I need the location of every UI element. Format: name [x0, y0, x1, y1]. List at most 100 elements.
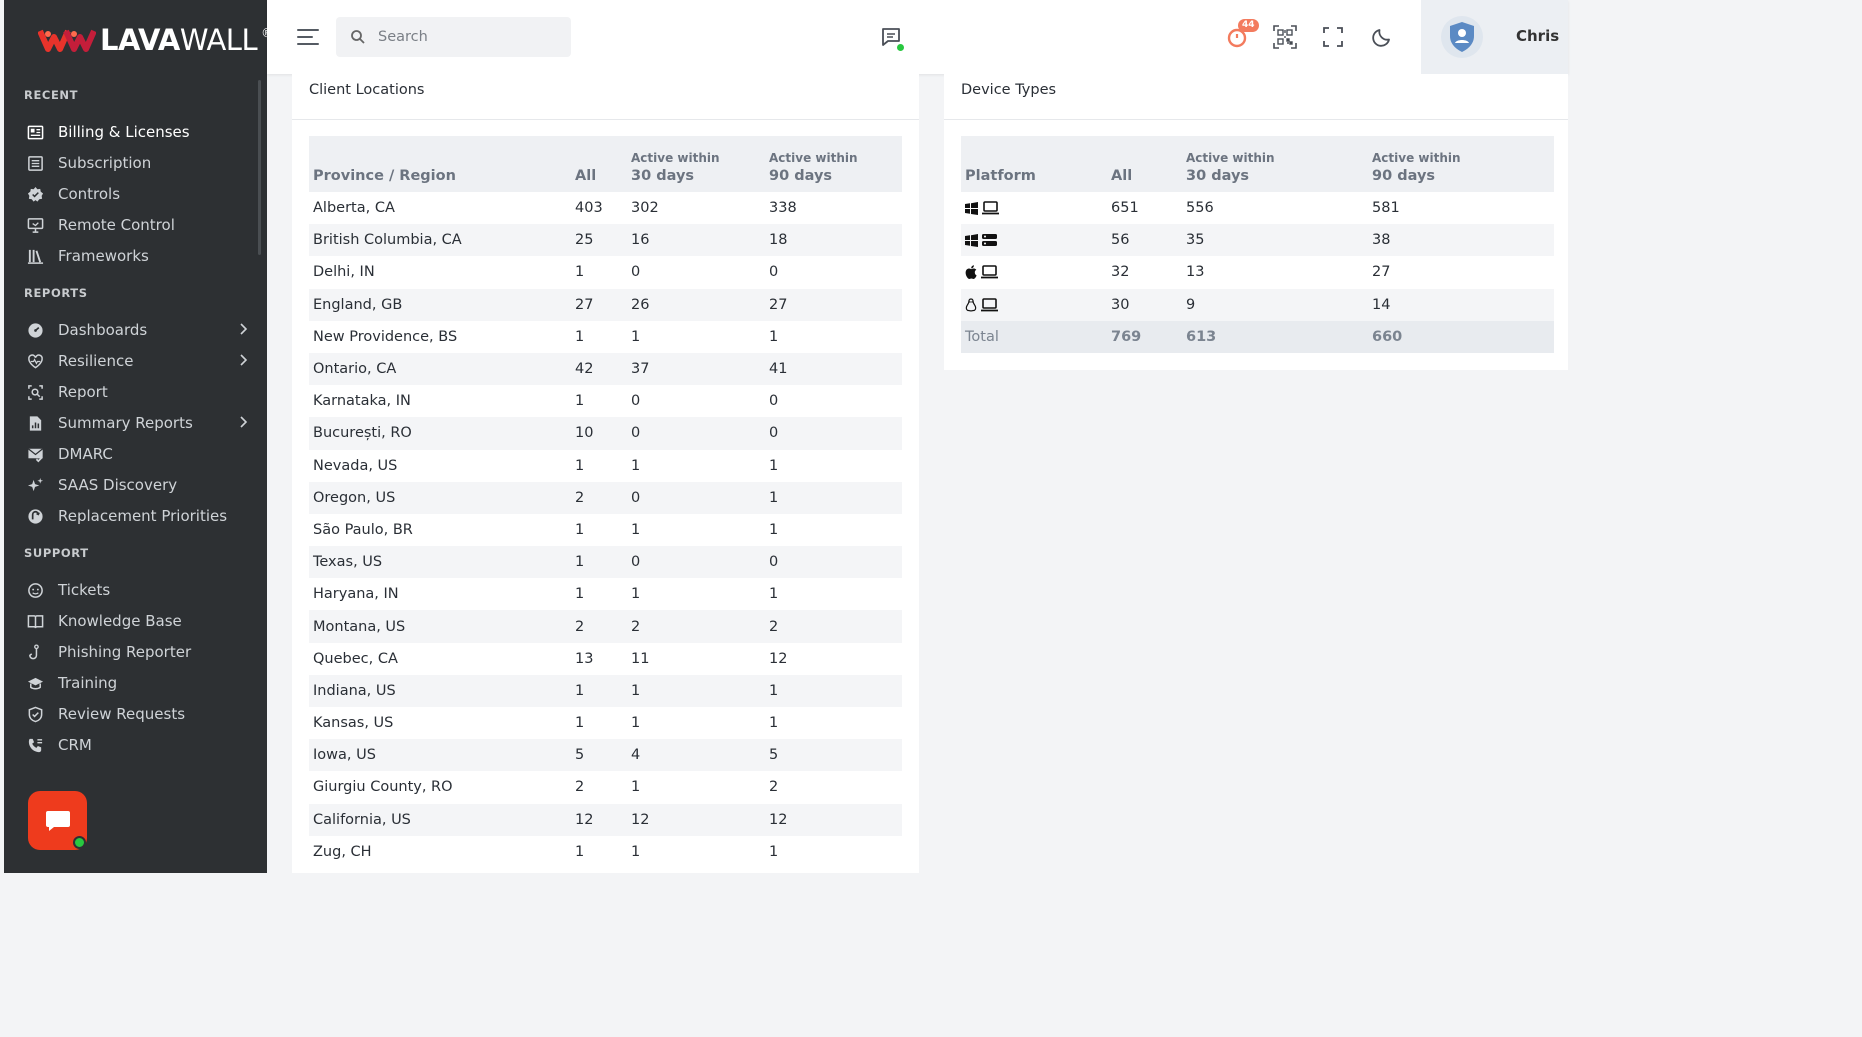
active-90-count: 27 [765, 288, 902, 321]
column-header-active-30[interactable]: Active within 30 days [627, 136, 765, 192]
active-30-count: 16 [627, 224, 765, 257]
active-30-count: 0 [631, 264, 641, 281]
linux-icon [965, 298, 977, 312]
message-icon [882, 28, 900, 46]
phone-book-icon [26, 736, 44, 754]
sidebar-item-label: Controls [58, 185, 121, 203]
sidebar-item-label: Review Requests [58, 705, 186, 723]
card-title: Device Types [961, 82, 1057, 98]
sidebar-item-controls[interactable]: Controls [26, 180, 251, 208]
search-input[interactable] [376, 28, 560, 46]
column-header-active-30[interactable]: Active within 30 days [1182, 136, 1368, 192]
menu-toggle-icon[interactable] [296, 27, 320, 47]
total-active-90-count: 660 [1368, 320, 1554, 353]
apple-icon [965, 265, 977, 280]
dark-mode-toggle[interactable] [1369, 24, 1395, 50]
region-name: București, RO [309, 417, 571, 450]
active-90-count: 38 [1368, 224, 1554, 257]
dashboard-icon [26, 321, 44, 339]
all-count: 1 [575, 715, 585, 732]
column-header-active-90[interactable]: Active within 90 days [765, 136, 902, 192]
all-count: 27 [571, 288, 627, 321]
active-90-count: 1 [765, 674, 902, 707]
active-90-count: 1 [769, 715, 779, 732]
divider [292, 119, 919, 120]
column-header-all[interactable]: All [1107, 136, 1182, 192]
sidebar-item-knowledge-base[interactable]: Knowledge Base [26, 607, 251, 635]
table-row: Alberta, CA 403 302 338 [309, 192, 902, 224]
column-header-platform[interactable]: Platform [961, 136, 1107, 192]
sidebar-item-label: Frameworks [58, 247, 149, 265]
table-row: 651 556 581 [961, 192, 1554, 224]
region-name: Quebec, CA [313, 650, 398, 667]
sidebar-item-replacement-priorities[interactable]: Replacement Priorities [26, 502, 251, 530]
all-count: 1 [571, 546, 627, 579]
sidebar-item-label: CRM [58, 736, 92, 754]
sidebar-item-tickets[interactable]: Tickets [26, 576, 251, 604]
sidebar-item-billing-licenses[interactable]: Billing & Licenses [26, 118, 251, 146]
active-30-count: 4 [627, 739, 765, 772]
column-header-prefix: Active within [1372, 151, 1461, 165]
total-all-count: 769 [1107, 320, 1182, 353]
subscription-icon [26, 154, 44, 172]
sidebar-item-remote-control[interactable]: Remote Control [26, 211, 251, 239]
sidebar-item-frameworks[interactable]: Frameworks [26, 242, 251, 270]
laptop-icon [982, 201, 999, 215]
active-30-count: 1 [631, 779, 641, 796]
sidebar-item-dashboards[interactable]: Dashboards [26, 316, 251, 344]
table-row: Oregon, US 2 0 1 [309, 481, 902, 514]
user-menu[interactable]: Chris [1421, 0, 1568, 74]
brand-logo[interactable]: LAVAWALL ® [38, 20, 273, 60]
sidebar-item-training[interactable]: Training [26, 669, 251, 697]
qr-code-button[interactable] [1272, 24, 1298, 50]
sidebar-item-review-requests[interactable]: Review Requests [26, 700, 251, 728]
sidebar-item-label: Knowledge Base [58, 612, 182, 630]
message-status-dot [897, 44, 904, 51]
table-row: Quebec, CA 13 11 12 [309, 643, 902, 675]
all-count: 1 [571, 674, 627, 707]
active-30-count: 12 [627, 803, 765, 836]
sparkle-icon [26, 476, 44, 494]
live-chat-button[interactable] [28, 791, 87, 850]
sidebar-item-saas-discovery[interactable]: SAAS Discovery [26, 471, 251, 499]
all-count: 5 [571, 739, 627, 772]
sidebar-item-report[interactable]: Report [26, 378, 251, 406]
region-name: Indiana, US [309, 674, 571, 707]
sidebar-scrollbar[interactable] [258, 80, 261, 255]
sidebar-item-resilience[interactable]: Resilience [26, 347, 251, 375]
search-box[interactable] [336, 17, 571, 57]
column-header-period: 90 days [769, 168, 833, 184]
fullscreen-button[interactable] [1320, 24, 1346, 50]
region-name: Giurgiu County, RO [313, 779, 453, 796]
all-count: 1 [575, 457, 585, 474]
active-30-count: 9 [1182, 288, 1368, 321]
all-count: 2 [571, 481, 627, 514]
search-icon [351, 30, 365, 44]
column-header-region[interactable]: Province / Region [309, 136, 571, 192]
all-count: 1 [575, 264, 585, 281]
notifications-button[interactable]: 44 [1224, 19, 1259, 50]
sidebar-item-phishing-reporter[interactable]: Phishing Reporter [26, 638, 251, 666]
summary-report-icon [26, 414, 44, 432]
sidebar-item-label: Report [58, 383, 108, 401]
sidebar-item-summary-reports[interactable]: Summary Reports [26, 409, 251, 437]
sidebar-item-dmarc[interactable]: DMARC [26, 440, 251, 468]
platform-cell [961, 224, 1107, 257]
active-30-count: 0 [627, 546, 765, 579]
billing-icon [26, 123, 44, 141]
graduation-cap-icon [26, 674, 44, 692]
online-status-dot [73, 836, 86, 849]
column-header-active-90[interactable]: Active within 90 days [1368, 136, 1554, 192]
sidebar-item-subscription[interactable]: Subscription [26, 149, 251, 177]
table-row: California, US 12 12 12 [309, 803, 902, 836]
messages-button[interactable] [878, 24, 904, 51]
region-name: England, GB [309, 288, 571, 321]
qr-code-icon [1273, 25, 1297, 49]
active-30-count: 13 [1186, 264, 1205, 281]
all-count: 1 [575, 328, 585, 345]
sidebar-item-label: DMARC [58, 445, 113, 463]
column-header-all[interactable]: All [571, 136, 627, 192]
sidebar-item-crm[interactable]: CRM [26, 731, 251, 759]
active-30-count: 0 [631, 393, 641, 410]
active-30-count: 1 [631, 715, 641, 732]
